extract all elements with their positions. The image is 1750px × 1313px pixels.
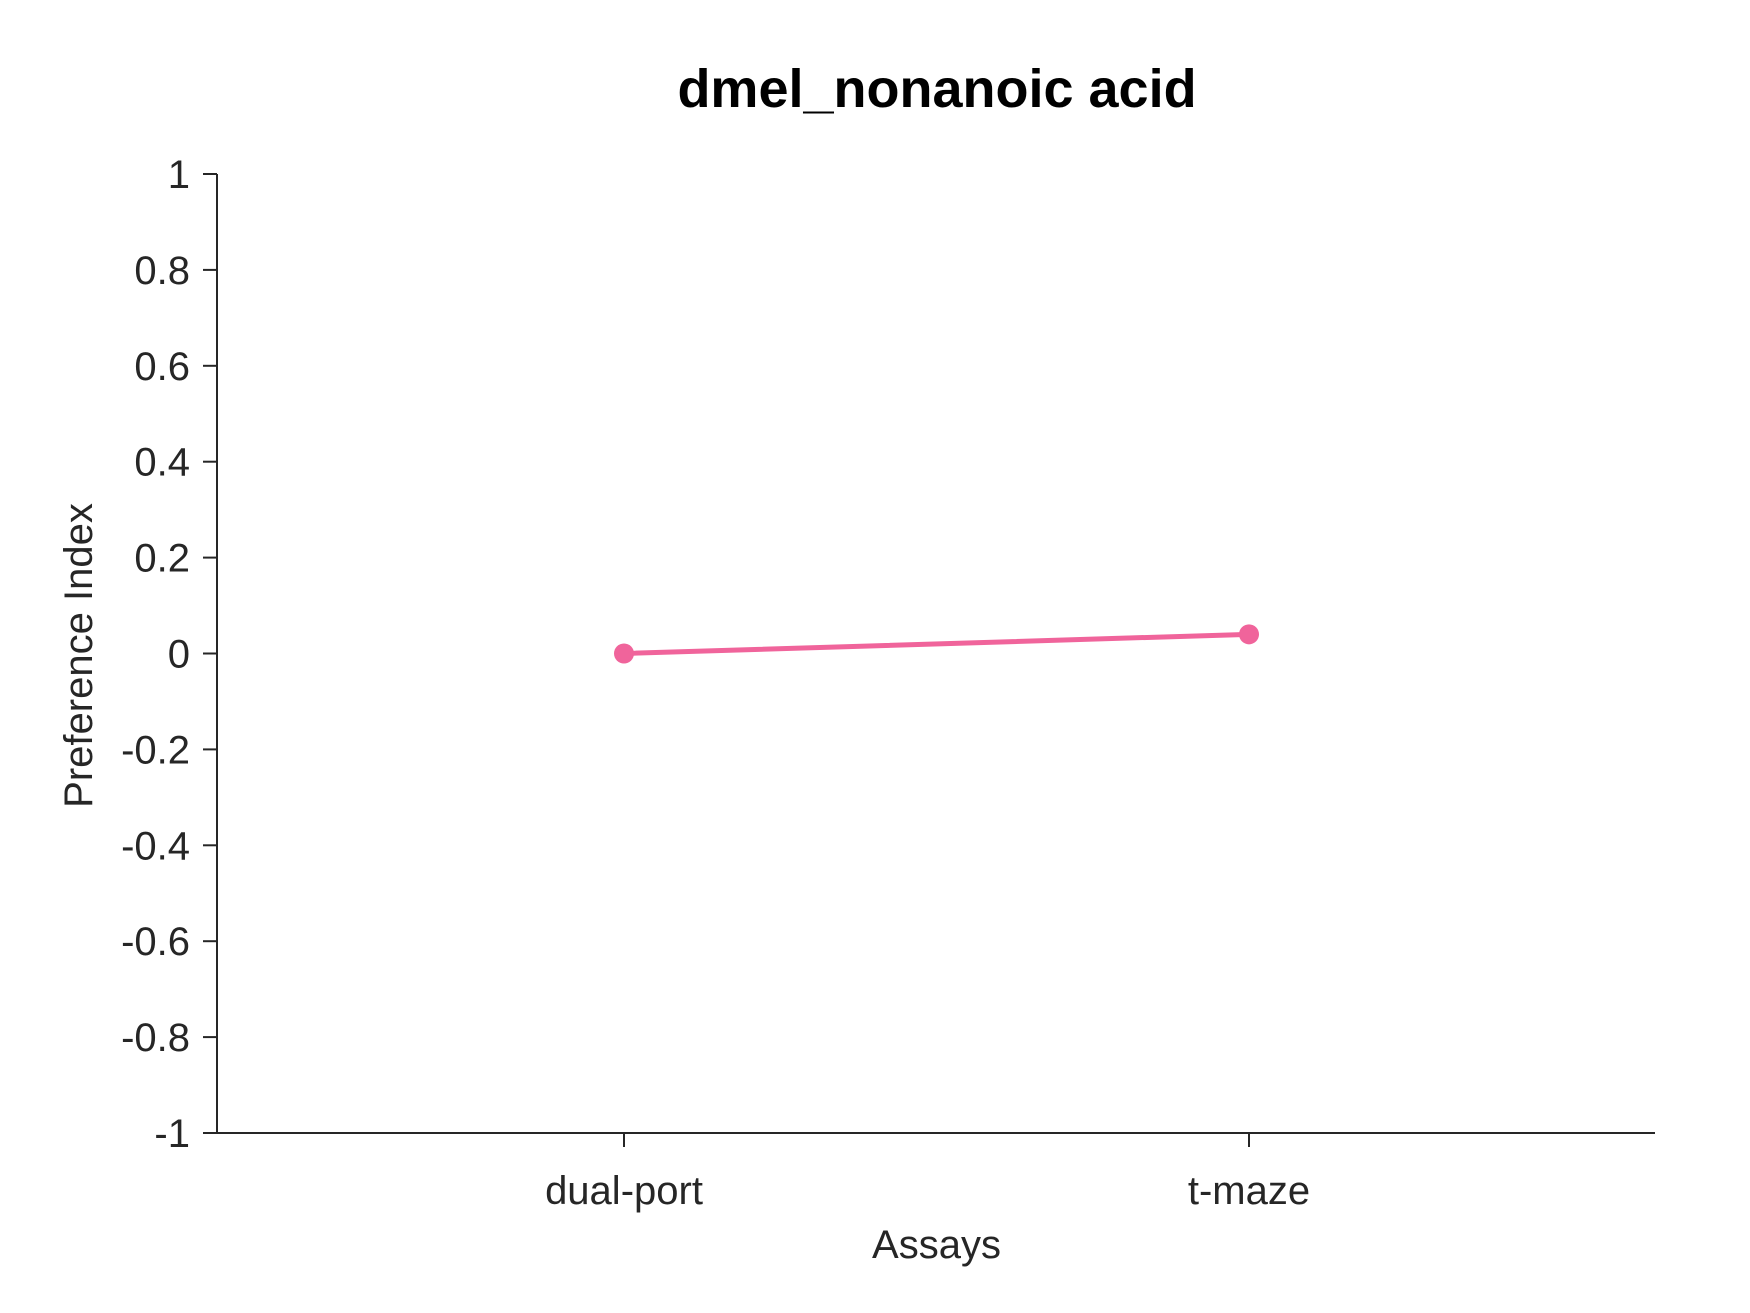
series-line <box>621 631 1252 656</box>
series-group <box>614 624 1259 664</box>
chart-title: dmel_nonanoic acid <box>677 59 1196 119</box>
y-tick-label: -0.6 <box>121 920 190 964</box>
y-tick-label: 1 <box>168 153 190 197</box>
x-tick-label: t-maze <box>1188 1169 1310 1213</box>
y-tick-label: -1 <box>154 1112 190 1156</box>
y-tick-label: -0.4 <box>121 824 190 868</box>
y-tick-label: -0.8 <box>121 1016 190 1060</box>
x-tick-label: dual-port <box>545 1169 703 1213</box>
y-axis: 1 0.8 0.6 0.4 0.2 0 -0.2 -0.4 -0.6 -0.8 -1 <box>121 153 218 1156</box>
x-axis-label: Assays <box>872 1223 1001 1267</box>
y-tick-label: 0 <box>168 633 190 677</box>
x-axis: dual-port t-maze <box>217 1132 1655 1213</box>
y-tick-label: 0.8 <box>134 249 190 293</box>
y-tick-label: 0.6 <box>134 345 190 389</box>
data-point <box>1239 624 1259 645</box>
data-point <box>614 643 634 664</box>
y-tick-label: -0.2 <box>121 728 190 772</box>
y-tick-label: 0.4 <box>134 441 190 485</box>
y-tick-label: 0.2 <box>134 537 190 581</box>
y-axis-label: Preference Index <box>57 503 101 808</box>
